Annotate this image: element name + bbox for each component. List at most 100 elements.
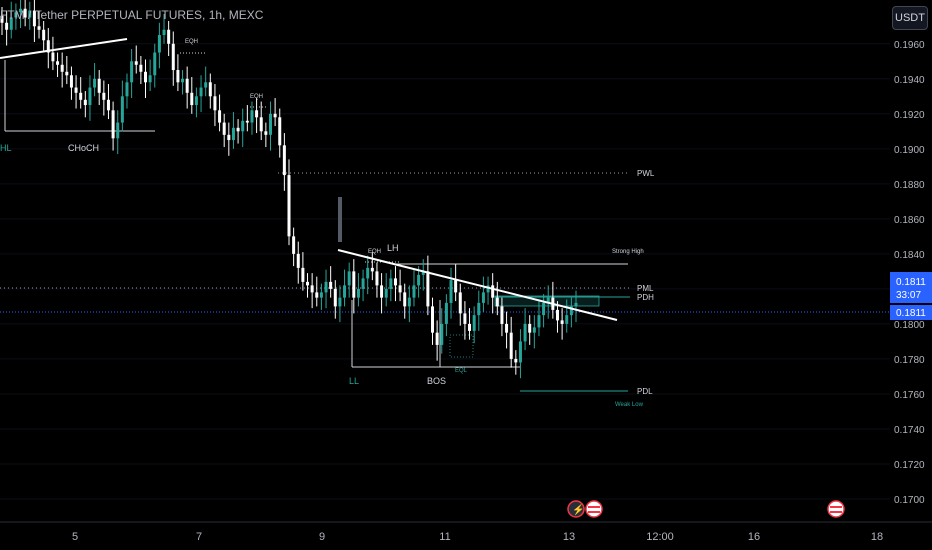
- candle-body: [282, 145, 286, 176]
- candle-body: [366, 267, 370, 279]
- time-tick: 18: [871, 531, 883, 543]
- price-axis[interactable]: 0.1960 0.1940 0.1920 0.1900 0.1880 0.1860 0.18…: [894, 5, 925, 506]
- price-tick: 0.1860: [894, 215, 925, 226]
- pwl-label: PWL: [637, 169, 655, 178]
- candle-body: [116, 122, 120, 139]
- candle-body: [250, 110, 254, 123]
- candle-body: [120, 96, 124, 123]
- candle-body: [370, 267, 374, 272]
- candle-body: [500, 306, 504, 324]
- candle-body: [278, 117, 282, 146]
- candle-body: [361, 278, 365, 289]
- gap-zone: [338, 197, 342, 242]
- ll-label: LL: [349, 376, 359, 386]
- candle-body: [421, 271, 425, 275]
- candle-body: [477, 302, 481, 316]
- candle-body: [431, 306, 434, 333]
- trendline-descending: [337, 249, 618, 321]
- candle-body: [111, 110, 115, 139]
- candle-body: [74, 87, 78, 93]
- price-tick: 0.1700: [894, 495, 925, 506]
- time-tick: 13: [563, 531, 575, 543]
- candle-body: [51, 52, 55, 62]
- price-markers: 0.1811 33:07 0.1811: [890, 272, 932, 320]
- candle-body: [384, 288, 388, 298]
- candle-body: [199, 87, 203, 97]
- candle-body: [139, 64, 143, 72]
- candle-body: [125, 82, 129, 97]
- time-axis[interactable]: 5 7 9 11 13 12:00 16 18: [72, 531, 883, 543]
- plot-area[interactable]: [0, 0, 890, 520]
- candle-body: [426, 271, 430, 307]
- candle-body: [194, 96, 198, 106]
- us-flag-stripes-1: [588, 506, 600, 508]
- candle-body: [171, 43, 175, 71]
- currency-button[interactable]: USDT: [892, 6, 928, 30]
- candle-body: [343, 285, 347, 298]
- candle-body: [227, 134, 231, 141]
- candle-body: [481, 292, 485, 303]
- candle-body: [389, 278, 393, 289]
- candle-body: [157, 35, 161, 53]
- strong-high-label: Strong High: [612, 249, 644, 255]
- us-flag-stripes-1b: [588, 511, 600, 513]
- time-tick: 11: [439, 531, 450, 543]
- candle-body: [560, 320, 564, 324]
- candle-body: [491, 285, 495, 298]
- candle-body: [255, 110, 259, 118]
- event-icons[interactable]: ⚡: [567, 500, 845, 518]
- candle-body: [83, 99, 87, 106]
- candle-body: [574, 302, 578, 307]
- candle-body: [472, 315, 476, 331]
- time-tick: 9: [319, 531, 325, 543]
- price-tick: 0.1940: [894, 75, 925, 86]
- us-flag-icon-2[interactable]: [827, 500, 845, 518]
- price-tick: 0.1920: [894, 110, 925, 121]
- candle-body: [463, 313, 467, 324]
- candle-body: [356, 288, 360, 298]
- pdh-label: PDH: [637, 293, 654, 302]
- candle-body: [69, 75, 73, 88]
- eql-label: EQL: [455, 368, 468, 374]
- hl-label: HL: [0, 143, 12, 153]
- candle-body: [5, 22, 9, 30]
- price-tick: 0.1720: [894, 460, 925, 471]
- candle-body: [306, 281, 310, 286]
- bos-label: BOS: [427, 376, 446, 386]
- candle-body: [555, 309, 559, 321]
- symbol-title: FTM / Tether PERPETUAL FUTURES, 1h, MEXC: [0, 8, 264, 22]
- candle-body: [301, 267, 305, 282]
- candle-body: [218, 110, 222, 123]
- candle-body: [134, 61, 138, 65]
- candle-body: [65, 71, 69, 76]
- candle-body: [537, 315, 541, 328]
- countdown-time: 33:07: [896, 290, 921, 301]
- candle-body: [153, 52, 157, 76]
- candle-body: [380, 285, 384, 298]
- price-tick: 0.1900: [894, 145, 925, 156]
- candle-body: [440, 323, 444, 345]
- candle-body: [514, 358, 518, 363]
- last-price-marker: [890, 305, 932, 320]
- candle-body: [46, 40, 50, 53]
- candle-body: [329, 281, 333, 289]
- lightning-icon[interactable]: [567, 500, 585, 518]
- eql-zone: [449, 334, 474, 358]
- candle-body: [315, 292, 319, 298]
- candle-body: [518, 341, 522, 363]
- candle-body: [268, 113, 272, 135]
- price-tick: 0.1760: [894, 390, 925, 401]
- price-tick: 0.1960: [894, 40, 925, 51]
- candle-body: [93, 78, 97, 88]
- candle-body: [468, 323, 472, 331]
- candle-body: [454, 280, 458, 293]
- us-flag-icon-1[interactable]: [585, 500, 603, 518]
- eqh-label-3: EQH: [368, 249, 381, 255]
- candle-body: [56, 61, 60, 65]
- candle-body: [435, 332, 439, 345]
- gridlines: [0, 43, 890, 500]
- price-tick: 0.1780: [894, 355, 925, 366]
- candle-body: [324, 281, 328, 293]
- candle-body: [347, 271, 351, 286]
